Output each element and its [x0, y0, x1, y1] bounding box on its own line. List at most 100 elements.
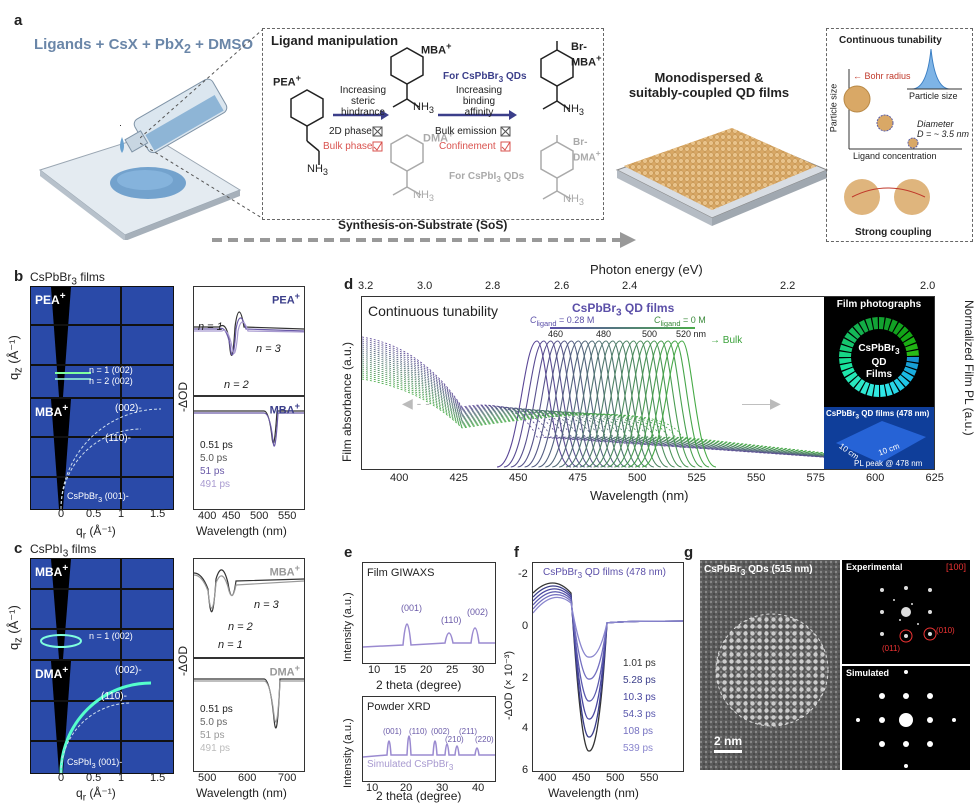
powder-xrd: Powder XRD (001) (110) (002) (210) (211)… [362, 696, 496, 782]
exp-title: Experimental [846, 562, 903, 572]
absorbance-curve [361, 354, 935, 466]
giwaxs-dma-i: DMA+ (002)- (110)- CsPbI3 (001)- [30, 660, 174, 774]
xlabel-e2: 2 theta (degree) [376, 789, 462, 803]
ring-segment [859, 319, 869, 333]
xt-f: 450 [572, 772, 591, 784]
legend-f-5: 539 ps [623, 743, 654, 754]
legend-b: 0.51 ps 5.0 ps 51 ps 491 ps [200, 439, 233, 491]
pl-curve [565, 340, 641, 468]
xlabel-f: Wavelength (nm) [548, 786, 639, 800]
ring-segment [866, 383, 875, 397]
pl-curve [628, 340, 703, 468]
gx-tick: 1 [118, 508, 125, 520]
ta-mba-i: MBA+ n = 3 n = 2 n = 1 [193, 558, 305, 658]
left-arrow-d: ◀ - - [402, 395, 430, 411]
ring-segment [841, 338, 855, 348]
yt-f: 0 [522, 620, 529, 632]
bulk-phase: Bulk phase [323, 141, 373, 152]
ring-text: CsPbBr3 QD Films [858, 343, 900, 380]
n3-b: n = 3 [256, 343, 281, 355]
ring-segment [872, 317, 879, 330]
pea-tag: PEA+ [35, 291, 66, 307]
absorbance-curve [361, 374, 935, 466]
n1-b: n = 1 [198, 321, 223, 333]
ring-segment [906, 357, 919, 363]
pl-curve [496, 340, 572, 468]
pl-curve [641, 340, 717, 468]
mba-label: MBA+ [421, 41, 452, 57]
ta-qd-curves [532, 582, 684, 752]
giwaxs-pea-br: PEA+ n = 1 (002) n = 2 (002) [30, 286, 174, 398]
p002-c: (002)- [115, 665, 142, 676]
ta-qd-curve [532, 582, 684, 752]
for-i: For CsPbI3 QDs [449, 171, 525, 184]
absorbance-curve [361, 350, 935, 466]
gx-tick-c: 1.5 [150, 772, 166, 784]
ring-segment [854, 379, 865, 392]
qd-film-illustration [615, 128, 829, 226]
dma-tag-c: DMA+ [35, 665, 69, 681]
steric-label: Increasing steric hindrance [339, 85, 387, 118]
xt-e: 30 [472, 664, 485, 676]
ylabel-e2: Intensity (a.u.) [342, 718, 354, 788]
ring-segment [903, 366, 917, 376]
xt-e: 10 [368, 664, 381, 676]
films-title: Monodispersed & suitably-coupled QD films [628, 70, 790, 100]
pl-curve [607, 340, 682, 468]
xt-e: 25 [446, 664, 459, 676]
ring-segment [884, 383, 893, 397]
ring-segment [889, 381, 899, 395]
xt2-e: 30 [436, 782, 449, 794]
qr-label-c: qr (Å⁻¹) [76, 786, 116, 804]
binding-label: Increasing binding affinity [455, 85, 503, 118]
bottom-tick: 475 [568, 472, 587, 484]
bulk-emission: Bulk emission [435, 126, 497, 137]
n1-002-label: n = 1 (002) [89, 365, 133, 375]
ring-segment [905, 343, 919, 352]
panel-b-title: CsPbBr3 films [30, 270, 105, 288]
bottom-tick: 525 [687, 472, 706, 484]
absorbance-curve [361, 378, 935, 466]
zone-axis: [100] [945, 562, 966, 572]
xt-f: 550 [640, 772, 659, 784]
ylabel-right-d: Normalized Film PL (a.u.) [962, 300, 976, 436]
mba-tag-c: MBA+ [35, 563, 69, 579]
right-arrow-d: ——▶ [742, 395, 781, 411]
fft-simulated: Simulated [842, 666, 970, 770]
pl-curve [531, 340, 606, 468]
bottom-tick: 400 [390, 472, 409, 484]
ta-mba-br: MBA+ 0.51 ps 5.0 ps 51 ps 491 ps [193, 396, 305, 510]
ring-segment [903, 337, 917, 347]
ring-segment [848, 327, 861, 340]
bottom-tick: 550 [747, 472, 766, 484]
tem-image: CsPbBr3 QDs (515 nm) 2 nm [700, 560, 840, 770]
n1-c: n = 1 [218, 639, 243, 651]
scale-460: 460 [548, 329, 564, 339]
legend-f-3: 54.3 ps [623, 709, 656, 720]
ring-segment [906, 350, 919, 357]
sim-title: Simulated [846, 668, 890, 678]
neg-od-c: -ΔOD [176, 645, 190, 676]
xrd-title: Powder XRD [367, 701, 431, 713]
ring-segment [879, 317, 885, 330]
giwaxs-mba-i: MBA+ n = 1 (002) [30, 558, 174, 660]
absorbance-curve [361, 344, 935, 466]
ring-segment [873, 384, 879, 397]
absorbance-curve [361, 376, 935, 466]
yt-f: -2 [518, 568, 528, 580]
absorbance-curve [361, 368, 935, 466]
cmin-d: Cligand = 0 M [654, 315, 706, 328]
panel-c-label: c [14, 540, 23, 557]
xt-c: 500 [198, 772, 217, 784]
gx-tick-c: 0.5 [86, 772, 102, 784]
scale-480: 480 [596, 329, 612, 339]
photo2-title: CsPbBr3 QD films (478 nm) [826, 409, 930, 421]
absorbance-curve [361, 362, 935, 466]
qd-title-d: CsPbBr3 QD films [572, 301, 675, 319]
ta-pea-tag: PEA+ [272, 291, 300, 307]
pl-curve [593, 340, 668, 468]
bohr-label: ← Bohr radius [853, 71, 911, 81]
legend-b-0: 0.51 ps [200, 440, 233, 451]
legend-c-3: 491 ps [200, 743, 231, 754]
ylabel-e1: Intensity (a.u.) [342, 592, 354, 662]
